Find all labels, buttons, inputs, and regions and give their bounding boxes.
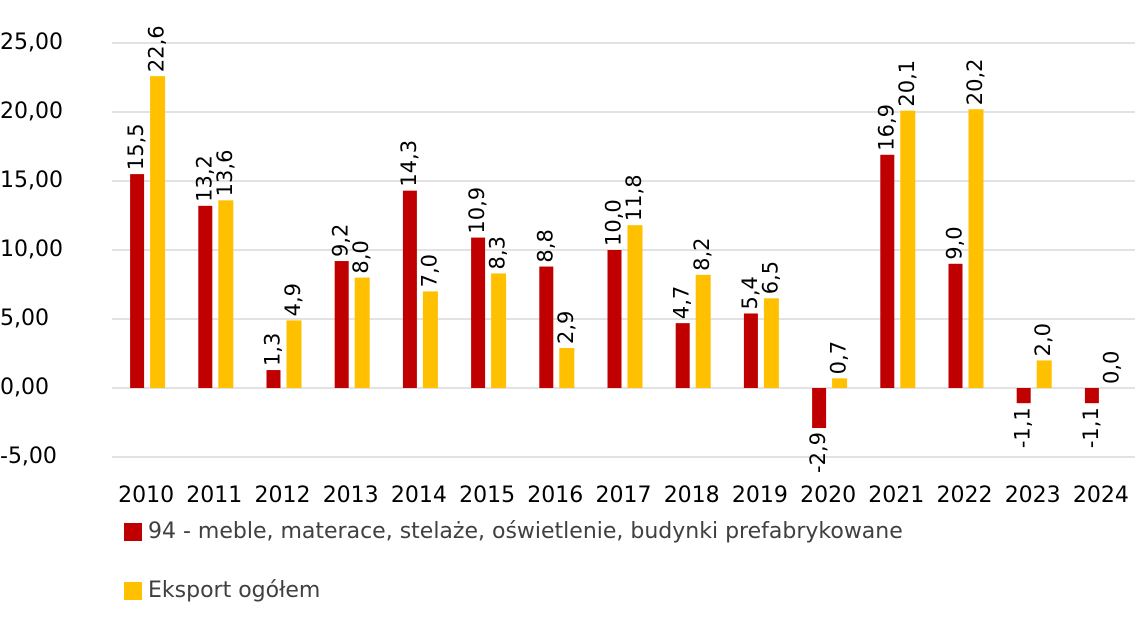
data-label: 1,3 (261, 333, 285, 366)
data-label: 10,0 (602, 199, 626, 246)
data-label: 11,8 (622, 174, 646, 221)
bar (1084, 388, 1099, 404)
x-tick-label: 2012 (255, 483, 311, 508)
bar (812, 388, 827, 429)
x-tick-label: 2023 (1005, 483, 1061, 508)
bar (422, 291, 438, 388)
legend-label: 94 - meble, materace, stelaże, oświetlen… (148, 519, 903, 544)
bar (968, 109, 984, 389)
data-label: 9,2 (329, 224, 353, 257)
data-label: 2,0 (1031, 323, 1055, 356)
data-label: 14,3 (397, 140, 421, 187)
bar (198, 205, 213, 388)
data-label: 4,7 (670, 286, 694, 319)
x-tick-label: 2022 (937, 483, 993, 508)
x-tick-label: 2018 (664, 483, 720, 508)
y-tick-label: 20,00 (0, 99, 63, 124)
bar (900, 110, 916, 389)
bar (832, 378, 848, 388)
bar (402, 190, 417, 388)
bar (539, 266, 554, 388)
bar (763, 298, 779, 388)
legend-swatch (124, 523, 142, 541)
x-tick-label: 2020 (800, 483, 856, 508)
data-label: 8,0 (349, 240, 373, 273)
y-tick-label: 10,00 (0, 237, 63, 262)
data-label: 6,5 (758, 261, 782, 294)
x-tick-label: 2016 (527, 483, 583, 508)
data-label: 10,9 (465, 187, 489, 234)
data-label: 13,2 (192, 155, 216, 202)
bar (130, 174, 145, 388)
bar (948, 263, 963, 388)
y-tick-label: 5,00 (0, 306, 49, 331)
bar (695, 274, 711, 388)
data-label: 16,9 (874, 104, 898, 151)
bar (266, 370, 281, 388)
bar (627, 225, 643, 388)
data-label: 8,8 (533, 229, 557, 262)
data-label: 0,7 (827, 341, 851, 374)
bar (150, 76, 166, 389)
y-tick-label: 0,00 (0, 375, 49, 400)
legend-label: Eksport ogółem (148, 578, 320, 603)
bar (1016, 388, 1031, 404)
bar (286, 320, 302, 388)
bar (559, 347, 575, 388)
x-tick-label: 2011 (186, 483, 242, 508)
data-label: 5,4 (738, 276, 762, 309)
data-label: 15,5 (124, 123, 148, 170)
bar (607, 250, 622, 388)
bar (1036, 360, 1052, 388)
data-label: 2,9 (554, 311, 578, 344)
data-label: 20,2 (963, 58, 987, 105)
data-label: -1,1 (1011, 407, 1035, 448)
data-label: 22,6 (145, 25, 169, 72)
y-tick-label: 15,00 (0, 168, 63, 193)
bar (743, 313, 758, 388)
data-label: -2,9 (806, 432, 830, 473)
data-label: 13,6 (213, 150, 237, 197)
x-tick-label: 2019 (732, 483, 788, 508)
bar (675, 323, 690, 388)
bar (334, 261, 349, 388)
legend-swatch (124, 582, 142, 600)
x-tick-label: 2015 (459, 483, 515, 508)
bar (218, 200, 234, 388)
data-label: 7,0 (417, 254, 441, 287)
data-label: 8,3 (486, 236, 510, 269)
x-tick-label: 2013 (323, 483, 379, 508)
x-tick-label: 2014 (391, 483, 447, 508)
bar (491, 273, 507, 388)
x-tick-label: 2024 (1073, 483, 1129, 508)
bar (354, 277, 370, 388)
data-label: 0,0 (1099, 351, 1123, 384)
bar (880, 154, 895, 388)
x-tick-label: 2010 (118, 483, 174, 508)
x-tick-label: 2017 (596, 483, 652, 508)
y-tick-label: -5,00 (0, 444, 57, 469)
data-label: 4,9 (281, 283, 305, 316)
bar (471, 237, 486, 388)
data-label: 20,1 (895, 60, 919, 107)
data-label: 8,2 (690, 237, 714, 270)
data-label: 9,0 (943, 226, 967, 259)
y-tick-label: 25,00 (0, 30, 63, 55)
x-tick-label: 2021 (868, 483, 924, 508)
data-label: -1,1 (1079, 407, 1103, 448)
